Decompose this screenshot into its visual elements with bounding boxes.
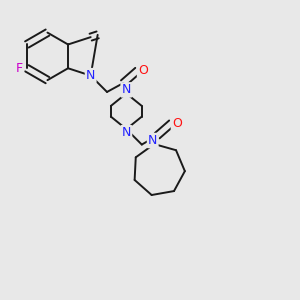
Text: N: N (122, 83, 131, 96)
Text: F: F (16, 62, 23, 75)
Text: N: N (122, 126, 131, 139)
Text: O: O (138, 64, 148, 77)
Text: N: N (86, 69, 95, 82)
Text: N: N (148, 134, 158, 147)
Text: O: O (172, 117, 182, 130)
